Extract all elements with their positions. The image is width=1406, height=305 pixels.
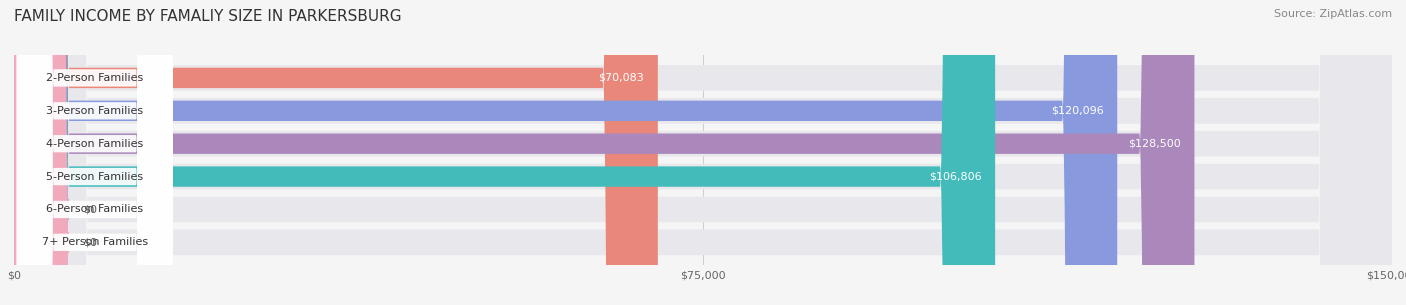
Text: $70,083: $70,083 [599,73,644,83]
FancyBboxPatch shape [17,0,173,305]
FancyBboxPatch shape [14,0,1392,305]
Text: 6-Person Families: 6-Person Families [46,204,143,214]
FancyBboxPatch shape [14,0,1392,305]
FancyBboxPatch shape [10,0,69,305]
FancyBboxPatch shape [14,0,1392,305]
Text: $128,500: $128,500 [1128,139,1181,149]
FancyBboxPatch shape [10,0,69,305]
FancyBboxPatch shape [14,0,1392,305]
FancyBboxPatch shape [17,0,173,305]
FancyBboxPatch shape [14,0,1392,305]
FancyBboxPatch shape [17,0,173,305]
Text: 5-Person Families: 5-Person Families [46,172,143,181]
Text: $0: $0 [83,204,97,214]
Text: 4-Person Families: 4-Person Families [46,139,143,149]
Text: 2-Person Families: 2-Person Families [46,73,143,83]
FancyBboxPatch shape [17,0,173,305]
Text: 7+ Person Families: 7+ Person Families [42,237,148,247]
FancyBboxPatch shape [14,0,658,305]
FancyBboxPatch shape [14,0,995,305]
Text: Source: ZipAtlas.com: Source: ZipAtlas.com [1274,9,1392,19]
Text: $106,806: $106,806 [929,172,981,181]
Text: 3-Person Families: 3-Person Families [46,106,143,116]
FancyBboxPatch shape [14,0,1195,305]
Text: $120,096: $120,096 [1050,106,1104,116]
FancyBboxPatch shape [17,0,173,305]
Text: $0: $0 [83,237,97,247]
Text: FAMILY INCOME BY FAMALIY SIZE IN PARKERSBURG: FAMILY INCOME BY FAMALIY SIZE IN PARKERS… [14,9,402,24]
FancyBboxPatch shape [14,0,1392,305]
FancyBboxPatch shape [17,0,173,305]
FancyBboxPatch shape [14,0,1118,305]
